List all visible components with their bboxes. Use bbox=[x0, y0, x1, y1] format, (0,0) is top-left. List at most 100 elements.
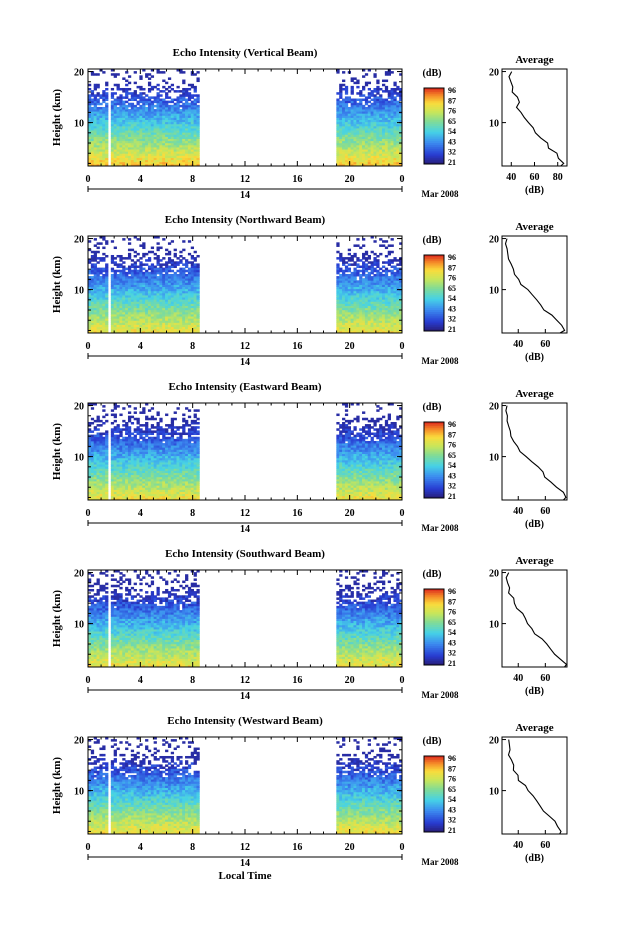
heatmap-cell bbox=[162, 99, 165, 102]
heatmap-cell bbox=[196, 71, 199, 74]
heatmap-cell bbox=[385, 255, 388, 258]
heatmap-cell bbox=[117, 84, 120, 87]
heatmap-cell bbox=[376, 86, 379, 89]
heatmap-cell bbox=[105, 92, 108, 95]
heatmap-cell bbox=[179, 259, 182, 262]
heatmap-cell bbox=[356, 92, 359, 95]
heatmap-cell bbox=[176, 90, 179, 93]
average-frame bbox=[502, 236, 567, 333]
x-tick-label: 8 bbox=[190, 341, 195, 352]
heatmap-cell bbox=[373, 240, 376, 243]
x-tick-label: 0 bbox=[86, 174, 91, 185]
heatmap-cell bbox=[111, 409, 114, 412]
heatmap-cell bbox=[176, 257, 179, 260]
heatmap-cell bbox=[171, 259, 174, 262]
heatmap-cell bbox=[191, 247, 194, 250]
heatmap-cell bbox=[97, 251, 100, 254]
heatmap-cell bbox=[388, 251, 391, 254]
heatmap-cell bbox=[128, 242, 131, 245]
heatmap-cell bbox=[151, 96, 154, 99]
heatmap-cell bbox=[176, 96, 179, 99]
heatmap-cell bbox=[94, 435, 97, 438]
colorbar-tick-label: 43 bbox=[448, 137, 456, 146]
heatmap-cell bbox=[342, 80, 345, 83]
average-title: Average bbox=[515, 54, 553, 66]
heatmap-cell bbox=[114, 270, 117, 273]
heatmap-cell bbox=[111, 414, 114, 417]
heatmap-cell bbox=[373, 73, 376, 76]
heatmap-cell bbox=[379, 88, 382, 91]
heatmap-cell bbox=[365, 274, 368, 277]
heatmap-cell bbox=[139, 75, 142, 78]
heatmap-cell bbox=[379, 268, 382, 271]
heatmap-cell bbox=[102, 274, 105, 277]
heatmap-cell bbox=[91, 422, 94, 425]
heatmap-cell bbox=[176, 86, 179, 89]
heatmap-cell bbox=[391, 238, 394, 241]
heatmap-cell bbox=[111, 101, 114, 104]
colorbar-tick-label: 43 bbox=[448, 304, 456, 313]
heatmap-cell bbox=[91, 263, 94, 266]
heatmap-cell bbox=[165, 88, 168, 91]
heatmap-cell bbox=[114, 92, 117, 95]
average-x-tick-label: 60 bbox=[540, 339, 550, 350]
heatmap-cell bbox=[128, 99, 131, 102]
heatmap-cell bbox=[391, 71, 394, 74]
heatmap-cell bbox=[351, 99, 354, 102]
heatmap-cell bbox=[196, 255, 199, 258]
heatmap-cell bbox=[148, 251, 151, 254]
heatmap-cell bbox=[162, 71, 165, 74]
heatmap-cell bbox=[373, 274, 376, 277]
heatmap-cell bbox=[368, 88, 371, 91]
average-x-tick-label: 80 bbox=[553, 172, 563, 183]
heatmap-cell bbox=[356, 99, 359, 102]
heatmap-cell bbox=[168, 101, 171, 104]
heatmap-cell bbox=[105, 82, 108, 85]
heatmap-cell bbox=[99, 424, 102, 427]
heatmap-cell bbox=[391, 266, 394, 269]
heatmap-cell bbox=[94, 84, 97, 87]
heatmap-cell bbox=[148, 96, 151, 99]
heatmap-cell bbox=[191, 255, 194, 258]
colorbar-tick-label: 54 bbox=[448, 294, 456, 303]
heatmap-cell bbox=[137, 238, 140, 241]
heatmap-cell bbox=[393, 257, 396, 260]
heatmap-cell bbox=[102, 437, 105, 440]
heatmap-cell bbox=[174, 261, 177, 264]
heatmap-cell bbox=[196, 263, 199, 266]
heatmap-cell bbox=[182, 240, 185, 243]
average-title: Average bbox=[515, 221, 553, 233]
heatmap-cell bbox=[125, 105, 128, 108]
colorbar-tick-label: 32 bbox=[448, 315, 456, 324]
heatmap-cell bbox=[353, 244, 356, 247]
heatmap-cell bbox=[151, 263, 154, 266]
heatmap-cell bbox=[91, 435, 94, 438]
colorbar bbox=[424, 255, 444, 331]
colorbar-tick-label: 76 bbox=[448, 274, 456, 283]
heatmap-cell bbox=[362, 86, 365, 89]
heatmap-cell bbox=[128, 276, 131, 279]
heatmap-cell bbox=[111, 88, 114, 91]
heatmap-cell bbox=[102, 268, 105, 271]
heatmap-cell bbox=[393, 88, 396, 91]
heatmap-cell bbox=[396, 92, 399, 95]
heatmap-cell bbox=[111, 268, 114, 271]
heatmap-cell bbox=[362, 99, 365, 102]
heatmap-cell bbox=[336, 257, 339, 260]
heatmap-cell bbox=[119, 270, 122, 273]
heatmap-cell bbox=[134, 255, 137, 258]
heatmap-cell bbox=[128, 266, 131, 269]
heatmap-cell bbox=[159, 94, 162, 97]
heatmap-cell bbox=[119, 263, 122, 266]
heatmap-cell bbox=[371, 261, 374, 264]
heatmap-cell bbox=[142, 96, 145, 99]
heatmap-cell bbox=[194, 86, 197, 89]
heatmap-cell bbox=[362, 75, 365, 78]
heatmap-cell bbox=[336, 276, 339, 279]
average-x-label: (dB) bbox=[525, 185, 544, 196]
heatmap-cell bbox=[365, 82, 368, 85]
heatmap-cell bbox=[117, 73, 120, 76]
heatmap-cell bbox=[162, 274, 165, 277]
heatmap-cell bbox=[102, 416, 105, 419]
heatmap-cell bbox=[134, 90, 137, 93]
